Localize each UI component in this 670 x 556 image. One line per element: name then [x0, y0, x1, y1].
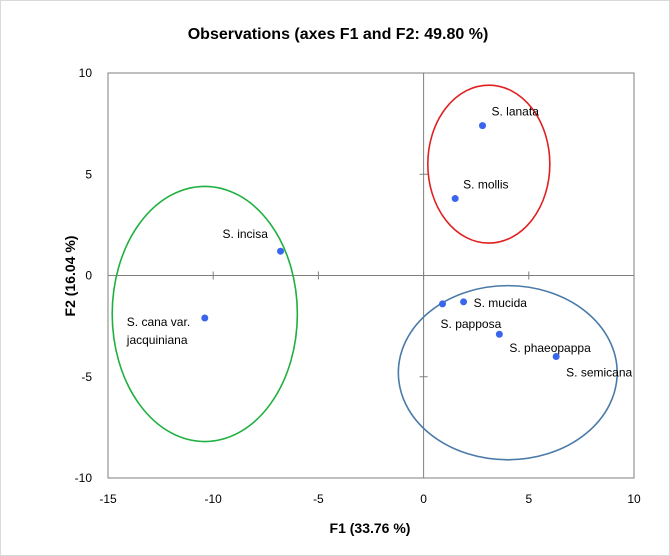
zero-axes [107, 72, 635, 479]
x-tick-label: 10 [627, 492, 641, 506]
data-point [277, 247, 285, 255]
x-tick-label: -10 [205, 492, 223, 506]
cluster-ellipse [427, 84, 551, 244]
data-point [479, 122, 487, 130]
point-label: S. semicana [566, 366, 632, 380]
data-points: S. lanata S. mollis S. incisa S. cana var. j… [126, 105, 633, 380]
data-point [201, 314, 209, 322]
x-tick-label: 0 [420, 492, 427, 506]
x-axis-title: F1 (33.76 %) [330, 520, 411, 536]
point-label: S. mollis [463, 178, 508, 192]
y-tick-label: -10 [75, 471, 93, 485]
y-tick-label: 0 [85, 269, 92, 283]
data-point [552, 353, 560, 360]
data-point [460, 298, 468, 306]
point-label: S. cana var. jacquiniana [126, 315, 190, 347]
tick-labels: -15 -10 -5 0 5 10 -10 -5 0 5 10 [75, 66, 641, 506]
point-label: S. phaeopappa [509, 341, 591, 355]
point-label: S. mucida [474, 296, 528, 310]
data-point [439, 300, 447, 308]
point-label: S. papposa [441, 317, 502, 331]
cluster-ellipses [111, 84, 618, 461]
y-axis-title: F2 (16.04 %) [62, 236, 78, 317]
cluster-ellipse [397, 284, 618, 461]
chart-title: Observations (axes F1 and F2: 49.80 %) [188, 26, 489, 43]
data-point [451, 195, 459, 203]
y-tick-label: 10 [79, 66, 93, 80]
point-label: S. incisa [223, 227, 269, 241]
y-tick-label: -5 [81, 370, 92, 384]
x-tick-label: -5 [313, 492, 324, 506]
y-tick-label: 5 [85, 167, 92, 181]
cluster-ellipse [111, 185, 299, 443]
x-tick-label: 5 [525, 492, 532, 506]
x-tick-label: -15 [99, 492, 117, 506]
point-label: S. lanata [492, 105, 540, 119]
data-point [495, 330, 503, 338]
